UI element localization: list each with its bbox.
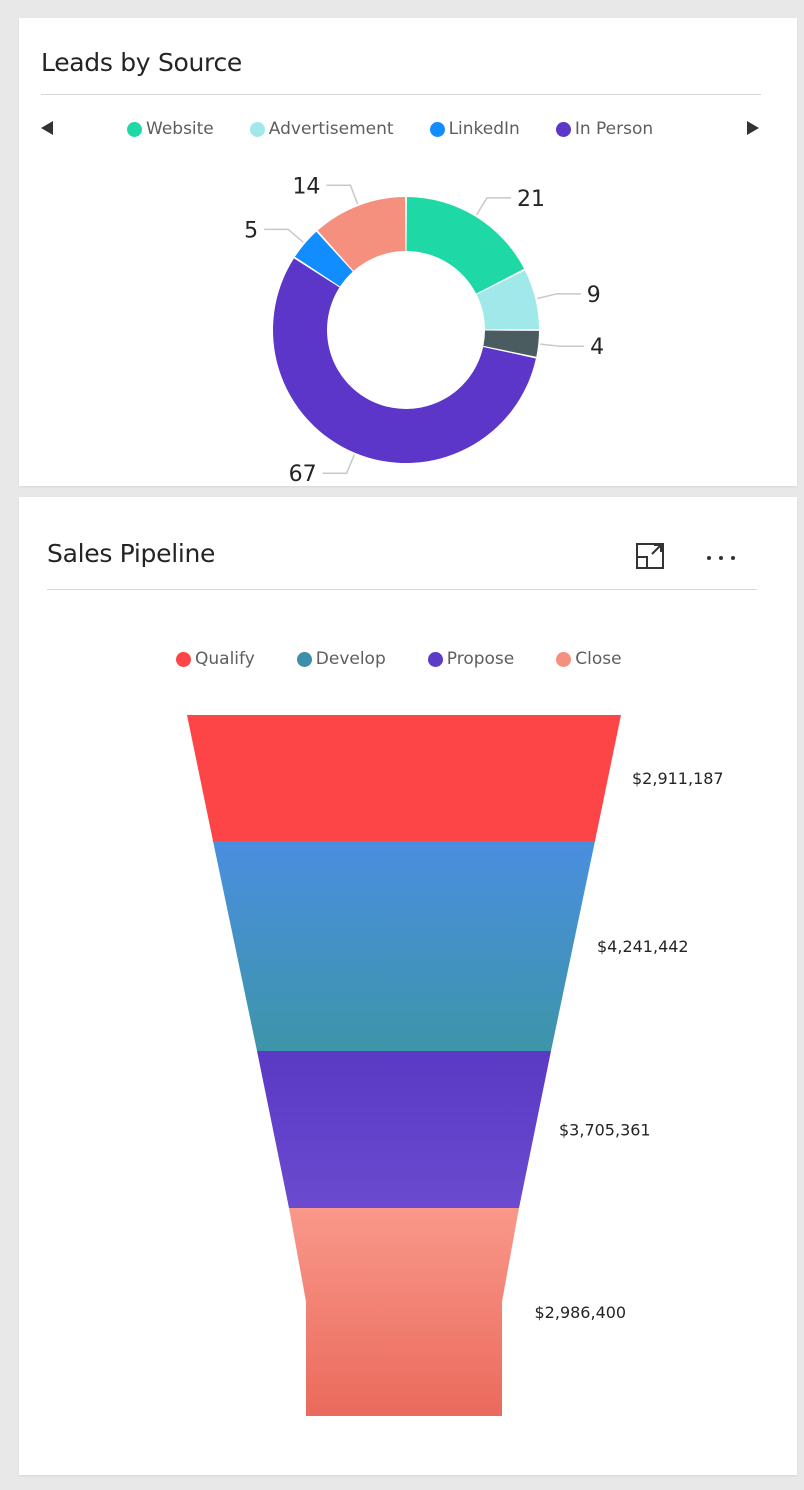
focus-mode-icon[interactable]	[635, 541, 667, 571]
legend-item-advertisement[interactable]: Advertisement	[249, 119, 394, 139]
donut-slice-21[interactable]	[406, 197, 525, 294]
legend-dot-qualify	[176, 651, 191, 667]
funnel-segment-develop[interactable]	[213, 841, 595, 1051]
funnel-value-label-qualify: $2,911,187	[632, 769, 724, 788]
pipeline-legend: Qualify Develop Propose Close	[176, 648, 664, 670]
legend-item-close[interactable]: Close	[556, 649, 622, 669]
funnel-value-label-propose: $3,705,361	[559, 1121, 651, 1140]
legend-prev-icon[interactable]	[41, 121, 53, 135]
donut-leader-line	[322, 454, 356, 474]
legend-item-in-person[interactable]: In Person	[555, 119, 654, 139]
legend-item-propose[interactable]: Propose	[427, 649, 515, 669]
pipeline-card-title: Sales Pipeline	[47, 539, 216, 568]
leads-card-title: Leads by Source	[41, 48, 243, 77]
legend-dot-close	[556, 651, 572, 667]
legend-dot-propose	[427, 651, 443, 667]
pipeline-card-divider	[47, 589, 757, 590]
donut-value-label: 21	[517, 187, 545, 212]
legend-label-website: Website	[146, 119, 214, 139]
funnel-value-label-close: $2,986,400	[535, 1303, 627, 1322]
leads-card-divider	[41, 94, 761, 95]
donut-slice-67[interactable]	[273, 258, 536, 463]
donut-value-label: 14	[292, 174, 320, 199]
donut-leader-line	[540, 343, 585, 347]
legend-dot-in-person	[555, 121, 571, 137]
donut-slice-4[interactable]	[483, 330, 539, 357]
funnel-value-label-develop: $4,241,442	[597, 937, 689, 956]
leads-legend: Website Advertisement LinkedIn In Person	[127, 118, 689, 140]
donut-slice-14[interactable]	[317, 197, 406, 271]
donut-value-label: 5	[244, 218, 258, 243]
donut-slice-9[interactable]	[476, 270, 539, 330]
legend-next-icon[interactable]	[747, 121, 759, 135]
donut-leader-line	[326, 184, 359, 205]
legend-item-website[interactable]: Website	[127, 119, 214, 139]
legend-item-linkedin[interactable]: LinkedIn	[429, 119, 520, 139]
legend-label-qualify: Qualify	[195, 649, 255, 669]
donut-slice-5[interactable]	[294, 231, 353, 287]
legend-dot-linkedin	[429, 121, 445, 137]
leads-by-source-card: Leads by Source Website Advertisement Li…	[19, 18, 797, 486]
funnel-segment-qualify[interactable]	[187, 715, 621, 841]
leads-donut-chart: 21 9 4 67 5 14	[244, 174, 604, 483]
legend-item-develop[interactable]: Develop	[296, 649, 386, 669]
funnel-segment-propose[interactable]	[257, 1051, 551, 1208]
legend-label-propose: Propose	[446, 649, 515, 669]
donut-value-label: 4	[590, 335, 604, 360]
donut-value-label: 9	[587, 283, 601, 308]
legend-label-advertisement: Advertisement	[268, 119, 394, 139]
donut-leader-line	[264, 228, 304, 243]
legend-item-qualify[interactable]: Qualify	[176, 649, 255, 669]
funnel-segment-close[interactable]	[289, 1208, 519, 1416]
donut-leader-line	[537, 293, 581, 300]
legend-label-develop: Develop	[315, 649, 386, 669]
more-options-ellipsis-icon[interactable]	[705, 549, 739, 561]
legend-label-linkedin: LinkedIn	[448, 119, 520, 139]
sales-pipeline-card: Sales Pipeline Qualify Develop Propose	[19, 497, 797, 1475]
legend-label-in-person: In Person	[574, 119, 654, 139]
legend-dot-website	[127, 121, 142, 137]
legend-dot-develop	[296, 651, 312, 667]
legend-dot-advertisement	[249, 121, 265, 137]
legend-label-close: Close	[575, 649, 622, 669]
sales-pipeline-funnel-chart: $2,911,187 $4,241,442 $3,705,361 $2,986,400	[187, 715, 724, 1416]
donut-value-label: 67	[289, 462, 317, 483]
donut-leader-line	[475, 197, 511, 216]
